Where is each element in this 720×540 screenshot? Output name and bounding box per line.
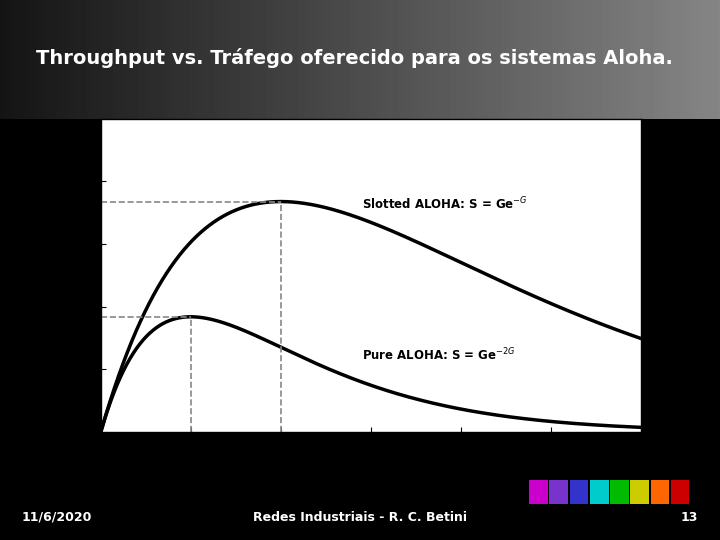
Text: Throughput vs. Tráfego oferecido para os sistemas Aloha.: Throughput vs. Tráfego oferecido para os… bbox=[36, 48, 673, 69]
Text: Slotted ALOHA: S = Ge$^{-G}$: Slotted ALOHA: S = Ge$^{-G}$ bbox=[362, 196, 528, 213]
FancyBboxPatch shape bbox=[671, 480, 690, 504]
FancyBboxPatch shape bbox=[650, 480, 669, 504]
Y-axis label: S (throughput per frame time): S (throughput per frame time) bbox=[58, 168, 71, 383]
Text: Pure ALOHA: S = Ge$^{-2G}$: Pure ALOHA: S = Ge$^{-2G}$ bbox=[362, 346, 516, 363]
FancyBboxPatch shape bbox=[590, 480, 608, 504]
Text: Redes Industriais - R. C. Betini: Redes Industriais - R. C. Betini bbox=[253, 511, 467, 524]
FancyBboxPatch shape bbox=[610, 480, 629, 504]
FancyBboxPatch shape bbox=[570, 480, 588, 504]
FancyBboxPatch shape bbox=[529, 480, 548, 504]
X-axis label: G (attempts per packet time): G (attempts per packet time) bbox=[256, 455, 485, 469]
FancyBboxPatch shape bbox=[630, 480, 649, 504]
FancyBboxPatch shape bbox=[549, 480, 568, 504]
Text: 11/6/2020: 11/6/2020 bbox=[22, 511, 92, 524]
Text: 13: 13 bbox=[681, 511, 698, 524]
